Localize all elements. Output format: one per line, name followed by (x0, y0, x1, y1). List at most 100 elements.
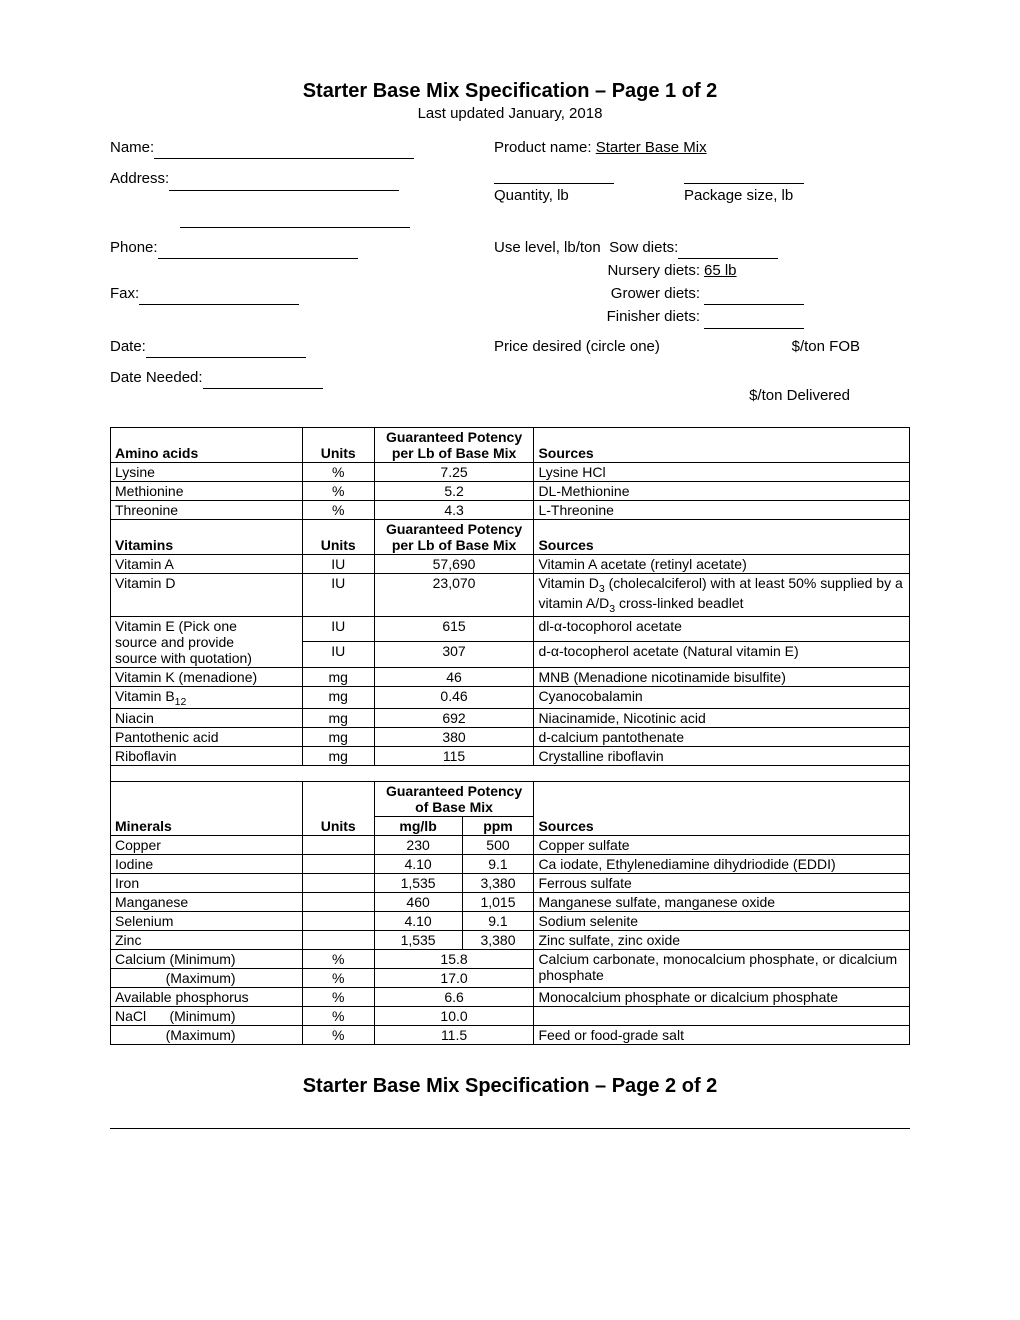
vit-pot: 692 (374, 709, 534, 728)
vit-units: IU (302, 574, 374, 617)
nacl-min-name: NaCl (Minimum) (111, 1007, 303, 1026)
min-units (302, 874, 374, 893)
ap-name: Available phosphorus (111, 988, 303, 1007)
nacl-source: Feed or food-grade salt (534, 1026, 910, 1045)
finisher-diets-label: Finisher diets: (494, 305, 704, 328)
ap-val: 6.6 (374, 988, 534, 1007)
use-level-label: Use level, lb/ton (494, 236, 601, 259)
ca-min-name: Calcium (Minimum) (111, 950, 303, 969)
min-mglb: 1,535 (374, 874, 462, 893)
vit-pot: 46 (374, 667, 534, 686)
vit-src: Crystalline riboflavin (534, 747, 910, 766)
quantity-blank[interactable] (494, 167, 614, 184)
vit-units: mg (302, 686, 374, 709)
vit-pot: 380 (374, 728, 534, 747)
vit-src: Cyanocobalamin (534, 686, 910, 709)
sow-diets-label: Sow diets: (609, 236, 678, 259)
footer-title: Starter Base Mix Specification – Page 2 … (110, 1075, 910, 1098)
min-src: Manganese sulfate, manganese oxide (534, 893, 910, 912)
page: Starter Base Mix Specification – Page 1 … (0, 0, 1020, 1177)
vite-src-2: d-α-tocopherol acetate (Natural vitamin … (534, 642, 910, 668)
min-src: Ferrous sulfate (534, 874, 910, 893)
vit-units: IU (302, 555, 374, 574)
hdr-sources-2: Sources (534, 520, 910, 555)
fax-blank[interactable] (139, 289, 299, 306)
name-blank[interactable] (154, 143, 414, 160)
vit-units: mg (302, 747, 374, 766)
nacl-max-name: (Maximum) (111, 1026, 303, 1045)
vit-src: MNB (Menadione nicotinamide bisulfite) (534, 667, 910, 686)
nacl-min-units: % (302, 1007, 374, 1026)
vit-pot: 115 (374, 747, 534, 766)
product-name-value: Starter Base Mix (596, 139, 707, 156)
package-size-blank[interactable] (684, 167, 804, 184)
min-name: Selenium (111, 912, 303, 931)
ca-max-val: 17.0 (374, 969, 534, 988)
name-label: Name: (110, 136, 154, 159)
hdr-mglb: mg/lb (374, 817, 462, 836)
vite-units-1: IU (302, 616, 374, 642)
min-name: Zinc (111, 931, 303, 950)
price-fob: $/ton FOB (792, 335, 910, 366)
vit-name: Vitamin K (menadione) (111, 667, 303, 686)
finisher-diets-blank[interactable] (704, 312, 804, 329)
grower-diets-blank[interactable] (704, 289, 804, 306)
vit-pot: 23,070 (374, 574, 534, 617)
spec-table: Amino acids Units Guaranteed Potencyper … (110, 427, 910, 1045)
grower-diets-label: Grower diets: (494, 282, 704, 305)
hdr-sources-1: Sources (534, 428, 910, 463)
min-src: Copper sulfate (534, 836, 910, 855)
hdr-sources-3: Sources (534, 782, 910, 836)
vit-pot: 57,690 (374, 555, 534, 574)
min-ppm: 9.1 (462, 912, 534, 931)
price-delivered: $/ton Delivered (749, 387, 850, 404)
hdr-units-2: Units (302, 520, 374, 555)
amino-units: % (302, 482, 374, 501)
amino-name: Lysine (111, 463, 303, 482)
min-ppm: 1,015 (462, 893, 534, 912)
date-needed-blank[interactable] (203, 373, 323, 390)
vit-name: Riboflavin (111, 747, 303, 766)
min-ppm: 3,380 (462, 931, 534, 950)
amino-source: Lysine HCl (534, 463, 910, 482)
ca-max-name: (Maximum) (111, 969, 303, 988)
amino-source: DL-Methionine (534, 482, 910, 501)
amino-potency: 4.3 (374, 501, 534, 520)
min-ppm: 3,380 (462, 874, 534, 893)
quantity-label: Quantity, lb (494, 184, 614, 207)
min-name: Manganese (111, 893, 303, 912)
amino-name: Methionine (111, 482, 303, 501)
address-blank-1[interactable] (169, 174, 399, 191)
vite-pot-1: 615 (374, 616, 534, 642)
hdr-units-3: Units (302, 782, 374, 836)
ap-source: Monocalcium phosphate or dicalcium phosp… (534, 988, 910, 1007)
date-label: Date: (110, 335, 146, 358)
amino-name: Threonine (111, 501, 303, 520)
nursery-diets-value: 65 lb (704, 259, 737, 282)
min-mglb: 4.10 (374, 855, 462, 874)
vit-name: Pantothenic acid (111, 728, 303, 747)
amino-units: % (302, 463, 374, 482)
ap-units: % (302, 988, 374, 1007)
min-mglb: 4.10 (374, 912, 462, 931)
vite-pot-2: 307 (374, 642, 534, 668)
address-label: Address: (110, 167, 169, 190)
spacer-row (111, 766, 910, 782)
price-desired-label: Price desired (circle one) (494, 335, 660, 366)
nacl-max-units: % (302, 1026, 374, 1045)
date-blank[interactable] (146, 341, 306, 358)
min-name: Iron (111, 874, 303, 893)
vit-src: Vitamin D3 (cholecalciferol) with at lea… (534, 574, 910, 617)
form-block: Name: Product name: Starter Base Mix Add… (110, 136, 910, 407)
min-units (302, 893, 374, 912)
hdr-units-1: Units (302, 428, 374, 463)
min-ppm: 9.1 (462, 855, 534, 874)
vit-name: Vitamin A (111, 555, 303, 574)
hdr-gp-bm: Guaranteed Potencyof Base Mix (374, 782, 534, 817)
vit-name: Niacin (111, 709, 303, 728)
min-mglb: 230 (374, 836, 462, 855)
phone-blank[interactable] (158, 242, 358, 259)
address-blank-2[interactable] (180, 211, 410, 228)
sow-diets-blank[interactable] (678, 242, 778, 259)
vite-src-1: dl-α-tocophorol acetate (534, 616, 910, 642)
